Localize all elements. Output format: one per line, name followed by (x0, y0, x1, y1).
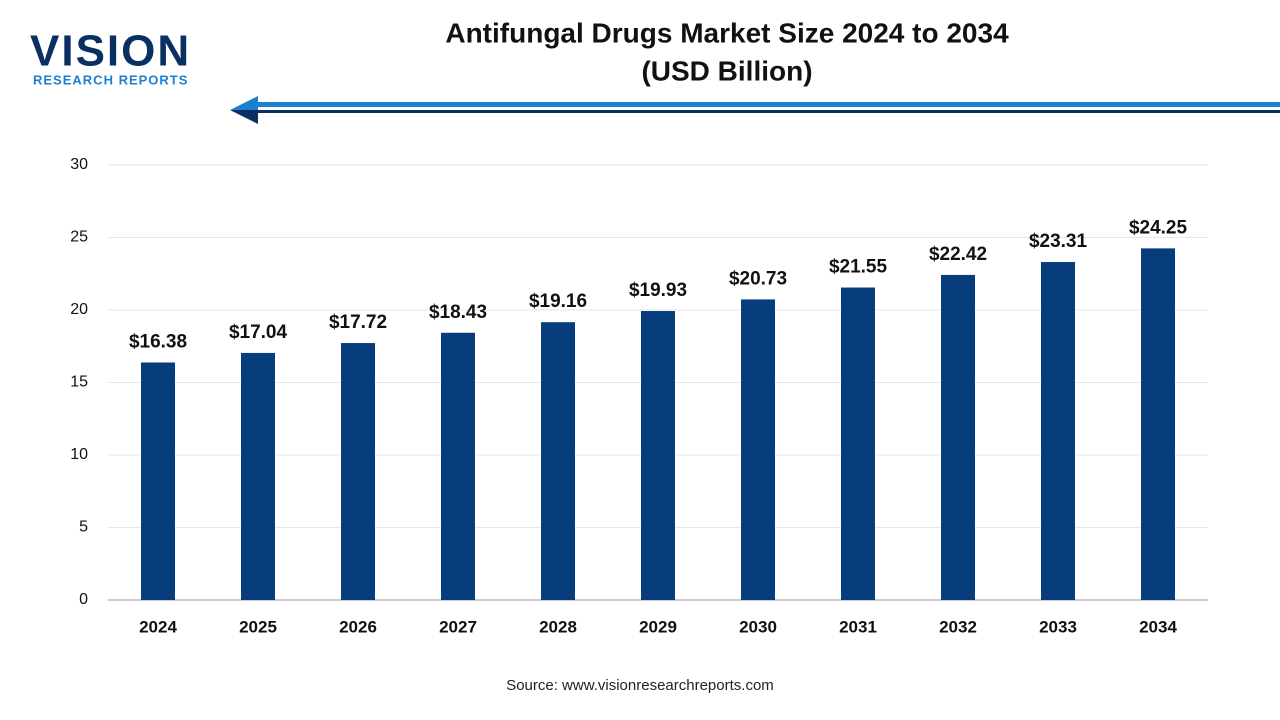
logo-name: VISION (30, 27, 191, 76)
logo-tagline: RESEARCH REPORTS (33, 72, 188, 87)
chart-subtitle: (USD Billion) (641, 55, 812, 86)
bar (141, 362, 175, 600)
bar (241, 352, 275, 600)
value-label: $20.73 (729, 268, 787, 289)
value-label: $22.42 (929, 244, 987, 265)
value-label: $17.04 (229, 322, 288, 343)
bar (741, 299, 775, 600)
bar (341, 343, 375, 600)
header-arrow-top (230, 96, 258, 110)
bar (841, 287, 875, 600)
y-tick-label: 20 (70, 301, 88, 318)
x-tick-label: 2032 (939, 617, 977, 636)
bar (541, 322, 575, 600)
chart-title: Antifungal Drugs Market Size 2024 to 203… (445, 17, 1009, 48)
y-tick-label: 25 (70, 229, 88, 246)
x-tick-label: 2029 (639, 617, 677, 636)
header-arrow-bottom (230, 110, 258, 124)
bar (441, 332, 475, 600)
value-label: $18.43 (429, 302, 487, 323)
y-tick-label: 10 (70, 446, 88, 463)
x-tick-label: 2031 (839, 617, 877, 636)
x-tick-label: 2025 (239, 617, 277, 636)
value-label: $19.16 (529, 291, 587, 312)
x-tick-label: 2024 (139, 617, 177, 636)
y-tick-label: 0 (79, 591, 88, 608)
header-rule-navy (250, 110, 1280, 113)
value-label: $16.38 (129, 332, 187, 353)
y-tick-label: 15 (70, 374, 88, 391)
bar (641, 311, 675, 600)
x-tick-label: 2027 (439, 617, 477, 636)
x-tick-label: 2034 (1139, 617, 1177, 636)
bar (1141, 248, 1175, 600)
y-tick-label: 5 (79, 519, 88, 536)
x-tick-label: 2033 (1039, 617, 1077, 636)
value-label: $21.55 (829, 257, 888, 278)
value-label: $24.25 (1129, 217, 1188, 238)
value-label: $23.31 (1029, 231, 1088, 252)
value-label: $19.93 (629, 280, 687, 301)
header-rule-blue (250, 102, 1280, 107)
value-label: $17.72 (329, 312, 387, 333)
y-tick-label: 30 (70, 156, 88, 173)
bar (1041, 262, 1075, 600)
x-tick-label: 2026 (339, 617, 377, 636)
source-note: Source: www.visionresearchreports.com (506, 677, 774, 694)
x-tick-label: 2030 (739, 617, 777, 636)
x-tick-label: 2028 (539, 617, 577, 636)
bar (941, 274, 975, 600)
